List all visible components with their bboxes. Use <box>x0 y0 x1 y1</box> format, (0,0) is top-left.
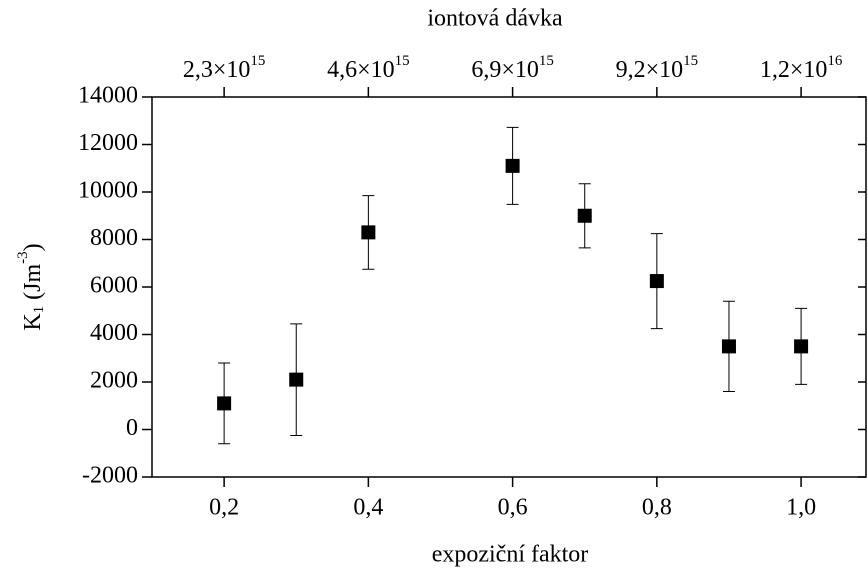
top-tick-mantissa: 9,2×10 <box>616 57 684 83</box>
top-tick-mantissa: 1,2×10 <box>760 57 828 83</box>
top-tick-exponent: 15 <box>395 53 410 69</box>
y-label-superscript: -3 <box>15 251 31 264</box>
y-tick-label: 4000 <box>90 320 138 346</box>
x-tick-label: 0,2 <box>209 495 239 521</box>
x-axis-label: expoziční faktor <box>432 542 589 568</box>
x-tick-label: 0,6 <box>498 495 528 521</box>
top-tick-mantissa: 6,9×10 <box>471 57 539 83</box>
y-tick-label: 2000 <box>90 368 138 394</box>
y-tick-label: 12000 <box>78 130 138 156</box>
y-label-subscript: 1 <box>31 306 47 314</box>
top-tick-exponent: 15 <box>683 53 698 69</box>
data-point <box>721 339 736 354</box>
top-tick-exponent: 16 <box>827 53 843 69</box>
data-point <box>217 396 232 411</box>
data-point <box>794 339 809 354</box>
top-tick-label: 6,9×1015 <box>471 53 554 82</box>
data-point <box>649 274 664 289</box>
y-label-symbol: K <box>20 313 46 331</box>
top-tick-label: 9,2×1015 <box>616 53 699 82</box>
y-tick-label: 10000 <box>78 178 138 204</box>
y-tick-label: -2000 <box>82 463 138 489</box>
data-point <box>577 208 592 223</box>
top-tick-label: 2,3×1015 <box>183 53 266 82</box>
top-tick-label: 1,2×1016 <box>760 53 843 82</box>
top-tick-mantissa: 4,6×10 <box>327 57 395 83</box>
x-tick-label: 0,8 <box>642 495 672 521</box>
y-axis-label: K1 (Jm-3) <box>15 243 47 330</box>
x-tick-label: 0,4 <box>353 495 383 521</box>
y-label-unit: (Jm <box>20 263 46 299</box>
y-tick-label: 6000 <box>90 273 138 299</box>
top-tick-exponent: 15 <box>539 53 554 69</box>
y-label-close: ) <box>20 243 46 251</box>
y-tick-label: 8000 <box>90 225 138 251</box>
y-tick-label: 14000 <box>78 83 138 109</box>
top-axis-label: iontová dávka <box>427 6 563 32</box>
x-tick-label: 1,0 <box>786 495 816 521</box>
data-point <box>505 158 520 173</box>
top-tick-label: 4,6×1015 <box>327 53 410 82</box>
data-point <box>361 225 376 240</box>
plot-frame <box>151 96 867 478</box>
top-tick-mantissa: 2,3×10 <box>183 57 251 83</box>
y-tick-label: 0 <box>126 415 138 441</box>
top-tick-exponent: 15 <box>250 53 265 69</box>
data-point <box>289 372 304 387</box>
